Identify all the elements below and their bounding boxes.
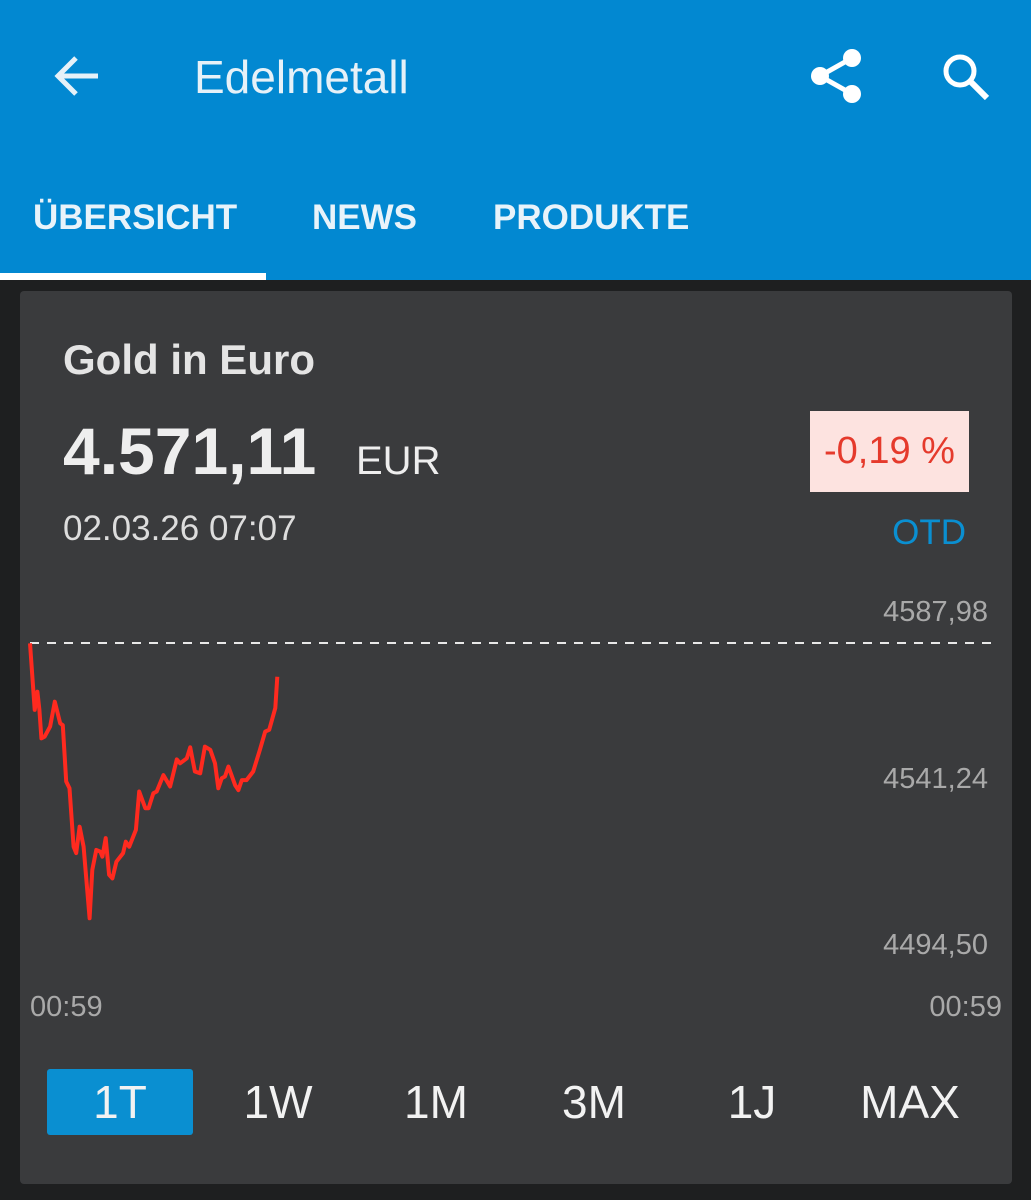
change-period[interactable]: OTD: [892, 513, 966, 552]
y-tick-label: 4494,50: [883, 929, 988, 961]
tab-news[interactable]: NEWS: [312, 198, 417, 237]
range-1t[interactable]: 1T: [47, 1069, 193, 1135]
range-3m[interactable]: 3M: [562, 1076, 626, 1128]
x-tick-label: 00:59: [30, 991, 103, 1023]
page-title: Edelmetall: [194, 51, 409, 103]
currency: EUR: [356, 439, 441, 483]
y-tick-label: 4587,98: [883, 596, 988, 628]
y-tick-label: 4541,24: [883, 763, 988, 795]
tab-produkte[interactable]: PRODUKTE: [493, 198, 690, 237]
arrow-back-icon[interactable]: [52, 54, 100, 98]
active-tab-indicator: [0, 273, 266, 280]
quote-card: Gold in Euro 4.571,11 EUR 02.03.26 07:07…: [20, 291, 1012, 1184]
x-tick-label: 00:59: [929, 991, 1002, 1023]
change-badge: -0,19 %: [810, 411, 969, 492]
price: 4.571,11: [63, 414, 317, 488]
timestamp: 02.03.26 07:07: [63, 509, 297, 548]
range-max[interactable]: MAX: [860, 1076, 960, 1128]
range-1w[interactable]: 1W: [243, 1076, 313, 1128]
range-1j[interactable]: 1J: [727, 1076, 777, 1128]
price-line: [28, 643, 280, 921]
search-icon[interactable]: [940, 52, 992, 100]
range-1m[interactable]: 1M: [404, 1076, 468, 1128]
tab-uebersicht[interactable]: ÜBERSICHT: [33, 198, 238, 237]
share-icon[interactable]: [810, 48, 862, 104]
price-chart[interactable]: [20, 291, 1012, 1051]
app-bar: Edelmetall ÜBERSICHT NEWS PRODUKTE: [0, 0, 1031, 280]
instrument-name: Gold in Euro: [63, 336, 315, 383]
